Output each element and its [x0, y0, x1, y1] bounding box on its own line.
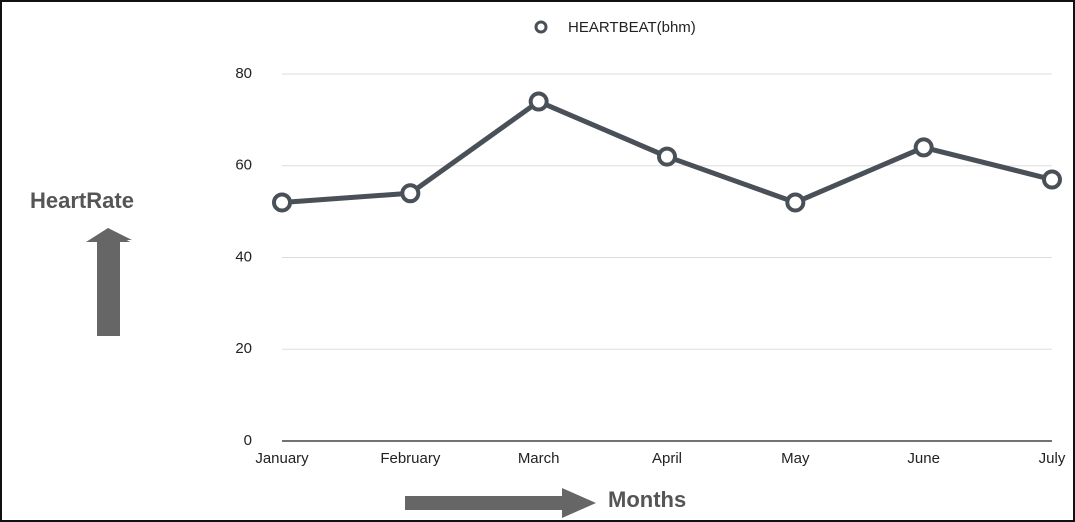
- x-tick-label: July: [1039, 450, 1066, 467]
- y-tick-label: 20: [235, 340, 252, 357]
- x-tick-label: April: [652, 450, 682, 467]
- marker: [913, 137, 934, 158]
- marker: [400, 183, 421, 204]
- x-axis-title: Months: [608, 487, 686, 512]
- up-arrow-head: [86, 228, 130, 242]
- x-tick-label: January: [255, 450, 309, 467]
- plot: 0 20 40 60 80 January February March April May Jun…: [235, 19, 1066, 467]
- legend-label: HEARTBEAT(bhm): [568, 19, 696, 36]
- x-tick-label: March: [518, 450, 560, 467]
- right-arrow-head: [562, 488, 596, 518]
- marker: [272, 192, 292, 213]
- y-tick-label: 0: [244, 432, 252, 449]
- x-tick-label: February: [380, 450, 441, 467]
- y-tick-label: 80: [235, 65, 252, 82]
- up-arrow-shaft: [100, 240, 116, 336]
- marker: [1042, 169, 1062, 190]
- y-tick-label: 40: [235, 248, 252, 265]
- x-tick-label: May: [781, 450, 810, 467]
- right-arrow-shaft: [405, 496, 565, 510]
- y-tick-label: 60: [235, 157, 252, 174]
- x-tick-label: June: [907, 450, 940, 467]
- marker: [785, 192, 806, 213]
- marker: [657, 146, 677, 167]
- legend-marker: [534, 20, 548, 34]
- marker: [528, 91, 549, 112]
- y-axis-title: HeartRate: [30, 188, 134, 213]
